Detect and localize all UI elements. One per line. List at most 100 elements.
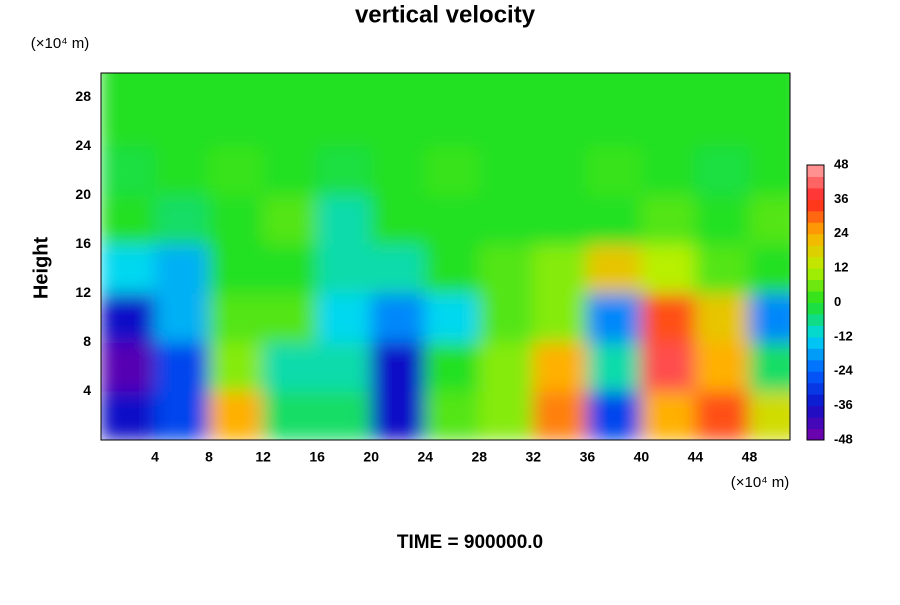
cell bbox=[424, 96, 480, 147]
cell bbox=[154, 292, 210, 343]
cell bbox=[370, 96, 426, 147]
cell bbox=[208, 243, 264, 294]
cell bbox=[532, 390, 588, 440]
footer: TIME = 900000.0 bbox=[397, 532, 543, 553]
cell bbox=[154, 145, 210, 196]
cell bbox=[208, 390, 264, 440]
x-tick-label: 8 bbox=[205, 449, 213, 465]
cell bbox=[316, 341, 372, 392]
cell bbox=[640, 341, 696, 392]
cell bbox=[694, 292, 750, 343]
cell bbox=[586, 73, 642, 98]
cell bbox=[154, 390, 210, 440]
cell bbox=[370, 145, 426, 196]
y-tick-label: 12 bbox=[75, 284, 91, 300]
cell bbox=[424, 390, 480, 440]
cell bbox=[424, 243, 480, 294]
cell bbox=[154, 243, 210, 294]
colorbar-tick-label: -48 bbox=[834, 431, 853, 446]
colorbar-segment bbox=[807, 222, 824, 235]
cell bbox=[424, 145, 480, 196]
cell bbox=[694, 145, 750, 196]
x-tick-label: 20 bbox=[363, 449, 379, 465]
cell bbox=[101, 243, 156, 294]
cell bbox=[694, 73, 750, 98]
colorbar-segment bbox=[807, 268, 824, 281]
cell bbox=[694, 341, 750, 392]
colorbar-segment bbox=[807, 428, 824, 441]
cell bbox=[370, 292, 426, 343]
colorbar-segment bbox=[807, 279, 824, 292]
cell bbox=[478, 145, 534, 196]
cell bbox=[154, 96, 210, 147]
cell bbox=[424, 341, 480, 392]
cell bbox=[316, 243, 372, 294]
cell bbox=[101, 145, 156, 196]
cell bbox=[101, 194, 156, 245]
cell bbox=[586, 243, 642, 294]
y-tick-label: 28 bbox=[75, 88, 91, 104]
cell bbox=[586, 194, 642, 245]
cell bbox=[370, 243, 426, 294]
cell bbox=[748, 96, 790, 147]
x-tick-label: 48 bbox=[742, 449, 758, 465]
cell bbox=[532, 145, 588, 196]
cell bbox=[586, 390, 642, 440]
y-axis-label: Height bbox=[30, 237, 52, 300]
cell bbox=[101, 292, 156, 343]
colorbar-frame bbox=[806, 164, 825, 441]
cell bbox=[586, 145, 642, 196]
cell bbox=[748, 73, 790, 98]
cell bbox=[694, 194, 750, 245]
y-tick-label: 24 bbox=[75, 137, 91, 153]
cell bbox=[262, 390, 318, 440]
cell bbox=[262, 73, 318, 98]
colorbar-segment bbox=[807, 256, 824, 269]
x-tick-label: 44 bbox=[688, 449, 704, 465]
x-unit: (×10⁴ m) bbox=[731, 474, 790, 491]
cell bbox=[154, 194, 210, 245]
field bbox=[101, 73, 790, 440]
x-tick-label: 4 bbox=[151, 449, 159, 465]
x-tick-label: 40 bbox=[634, 449, 650, 465]
cell bbox=[478, 390, 534, 440]
cell bbox=[640, 292, 696, 343]
colorbar-segment bbox=[807, 165, 824, 177]
cell bbox=[532, 194, 588, 245]
cell bbox=[370, 341, 426, 392]
cell bbox=[262, 194, 318, 245]
cell bbox=[101, 96, 156, 147]
cell bbox=[370, 194, 426, 245]
colorbar-segment bbox=[807, 325, 824, 338]
plot-frame bbox=[100, 72, 791, 441]
cell bbox=[208, 96, 264, 147]
cell bbox=[370, 73, 426, 98]
x-tick-label: 16 bbox=[309, 449, 325, 465]
x-tick-label: 32 bbox=[526, 449, 542, 465]
cell bbox=[694, 96, 750, 147]
cell bbox=[532, 243, 588, 294]
y-tick-label: 20 bbox=[75, 186, 91, 202]
cell bbox=[101, 390, 156, 440]
cell bbox=[208, 145, 264, 196]
colorbar-segment bbox=[807, 210, 824, 223]
cell bbox=[532, 341, 588, 392]
cell bbox=[208, 194, 264, 245]
cell bbox=[424, 194, 480, 245]
x-tick-label: 28 bbox=[471, 449, 487, 465]
cell bbox=[478, 73, 534, 98]
colorbar-segment bbox=[807, 233, 824, 246]
cell bbox=[640, 96, 696, 147]
colorbar-segment bbox=[807, 245, 824, 258]
colorbar-segment bbox=[807, 382, 824, 395]
cell bbox=[640, 73, 696, 98]
cell bbox=[478, 194, 534, 245]
x-tick-label: 24 bbox=[417, 449, 433, 465]
colorbar-tick-label: 48 bbox=[834, 156, 848, 171]
colorbar-segment bbox=[807, 394, 824, 407]
colorbar-segment bbox=[807, 417, 824, 430]
cell bbox=[154, 341, 210, 392]
colorbar-segment bbox=[807, 313, 824, 326]
cell bbox=[208, 73, 264, 98]
